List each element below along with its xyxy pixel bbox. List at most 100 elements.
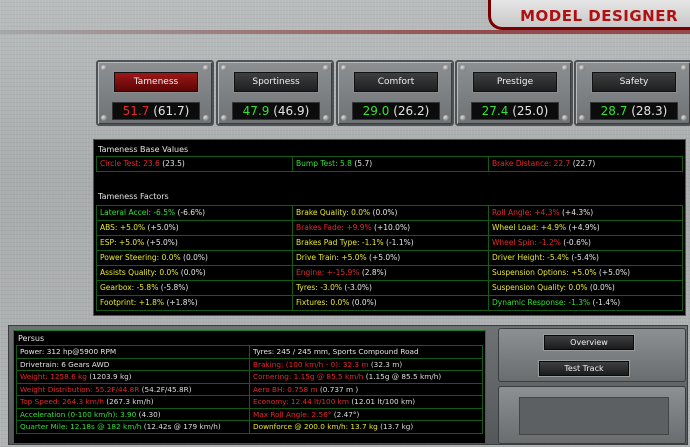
- factor-cell: Lateral Accel: -6.5% (-6.6%): [96, 205, 293, 221]
- table-row: Weight Distribution: 55.2F/44.8R (54.2F/…: [16, 382, 483, 396]
- base-value-cell: Circle Test: 23.6 (23.5): [96, 156, 293, 172]
- car-stat-cell: Quarter Mile: 12.18s @ 182 km/h (12.42s …: [16, 420, 250, 434]
- factor-cell-label: Tyres: -3.0%: [296, 283, 342, 292]
- factor-cell-previous: (+4.9%): [568, 223, 600, 232]
- table-row: Power: 312 hp@5900 RPM Tyres: 245 / 245 m…: [16, 345, 483, 359]
- score-current-value: 29.0: [362, 104, 390, 118]
- car-stat-cell-previous: (54.2F/45.8R): [141, 384, 192, 394]
- screw-icon: [681, 65, 687, 71]
- car-stat-cell: Weight Distribution: 55.2F/44.8R (54.2F/…: [16, 382, 250, 396]
- factor-cell-label: Brakes Pad Type: -1.1%: [296, 238, 384, 247]
- car-stat-cell-label: Weight: 1258.6 kg: [20, 372, 87, 381]
- car-stat-cell-label: Power: 312 hp@5900 RPM: [20, 347, 117, 356]
- score-value-tameness: 51.7 (61.7): [112, 102, 200, 120]
- factor-cell-label: Roll Angle: +4.3%: [492, 208, 560, 217]
- screw-icon: [101, 65, 107, 71]
- screw-icon: [443, 115, 449, 121]
- factor-cell: Driver Height: -5.4% (-5.4%): [488, 250, 683, 266]
- factor-cell-label: Drive Train: +5.0%: [296, 253, 367, 262]
- screw-icon: [579, 65, 585, 71]
- score-tab-comfort[interactable]: Comfort: [354, 72, 438, 92]
- screw-icon: [101, 115, 107, 121]
- factor-cell: ABS: +5.0% (+5.0%): [96, 220, 293, 236]
- empty-panel: [498, 386, 686, 444]
- car-stat-cell-label: Economy: 12.44 lt/100 km: [253, 397, 349, 406]
- car-stat-cell: Tyres: 245 / 245 mm, Sports Compound Roa…: [249, 345, 483, 359]
- score-tab-safety[interactable]: Safety: [592, 72, 676, 92]
- car-stat-cell-previous: (13.7 kg): [380, 422, 414, 431]
- base-value-cell-label: Circle Test: 23.6: [100, 159, 160, 168]
- score-tab-prestige[interactable]: Prestige: [473, 72, 557, 92]
- car-stat-cell-previous: (12.42s @ 179 km/h): [143, 422, 221, 431]
- factor-cell: Brakes Fade: +9.9% (+10.0%): [292, 220, 489, 236]
- table-row: Lateral Accel: -6.5% (-6.6%) Brake Qualit…: [96, 205, 683, 221]
- car-stat-cell-label: Cornering: 1.15g @ 85.5 km/h: [253, 372, 364, 381]
- car-stat-cell: Power: 312 hp@5900 RPM: [16, 345, 250, 359]
- screw-icon: [443, 65, 449, 71]
- score-current-value: 28.7: [600, 104, 628, 118]
- screw-icon: [562, 65, 568, 71]
- factor-cell: Wheel Load: +4.9% (+4.9%): [488, 220, 683, 236]
- score-panel-safety: Safety 28.7 (28.3): [574, 60, 690, 126]
- factor-cell: Gearbox: -5.8% (-5.8%): [96, 280, 293, 296]
- car-stat-cell-previous: (0.737 m ): [319, 384, 359, 394]
- factor-cell: Dynamic Response: -1.3% (-1.4%): [488, 295, 683, 311]
- base-value-cell-previous: (23.5): [162, 159, 185, 168]
- screw-icon: [203, 115, 209, 121]
- factor-cell-previous: (-5.8%): [160, 283, 189, 292]
- factor-cell-previous: (-0.6%): [563, 238, 591, 247]
- factor-cell-previous: (-1.4%): [592, 298, 621, 307]
- table-row: Circle Test: 23.6 (23.5) Bump Test: 5.8 (…: [96, 156, 683, 172]
- car-stat-cell: Weight: 1258.6 kg (1203.9 kg): [16, 370, 250, 384]
- factor-cell-label: Dynamic Response: -1.3%: [492, 298, 591, 307]
- factor-cell: Footprint: +1.8% (+1.8%): [96, 295, 293, 311]
- screw-icon: [341, 65, 347, 71]
- factor-cell-previous: (+5.0%): [369, 253, 401, 262]
- table-row: Drivetrain: 6 Gears AWD Braking: (100 km/…: [16, 357, 483, 371]
- car-stat-cell-previous: (267.3 km/h): [106, 397, 154, 406]
- car-stat-cell: Downforce @ 200.0 km/h: 13.7 kg (13.7 kg…: [249, 420, 483, 434]
- score-value-sportiness: 47.9 (46.9): [232, 102, 320, 120]
- car-stat-cell: Aero BH: 0.758 m (0.737 m ): [249, 382, 483, 396]
- car-stat-cell-previous: (2.47°): [333, 409, 360, 419]
- car-stat-cell-label: Drivetrain: 6 Gears AWD: [20, 359, 110, 369]
- car-stat-cell-previous: (1.15g @ 85.5 km/h): [365, 372, 442, 381]
- factor-cell-previous: (0.0%): [351, 298, 377, 307]
- factor-cell: Assists Quality: 0.0% (0.0%): [96, 265, 293, 281]
- factor-cell-label: Assists Quality: 0.0%: [100, 268, 179, 277]
- car-stat-cell: Braking: (100 km/h - 0): 32.3 m (32.3 m): [249, 357, 483, 371]
- factor-cell: Engine: +-15.9% (2.8%): [292, 265, 489, 281]
- factor-cell-label: Brake Quality: 0.0%: [296, 208, 371, 217]
- test-track-button[interactable]: Test Track: [539, 361, 629, 376]
- score-value-prestige: 27.4 (25.0): [471, 102, 559, 120]
- screw-icon: [323, 115, 329, 121]
- factor-cell-label: Driver Height: -5.4%: [492, 253, 569, 262]
- car-stat-cell: Drivetrain: 6 Gears AWD: [16, 357, 250, 371]
- score-current-value: 27.4: [481, 104, 509, 118]
- base-value-cell: Bump Test: 5.8 (5.7): [292, 156, 489, 172]
- car-stat-cell-label: Max Roll Angle: 2.56°: [253, 409, 332, 419]
- factor-cell: Fixtures: 0.0% (0.0%): [292, 295, 489, 311]
- car-stat-cell: Top Speed: 264.3 km/h (267.3 km/h): [16, 395, 250, 409]
- factor-cell-previous: (+4.3%): [562, 208, 594, 217]
- factor-cell-label: ESP: +5.0%: [100, 238, 145, 247]
- car-stat-cell-previous: (12.01 lt/100 km): [351, 397, 416, 406]
- factors-grid: Lateral Accel: -6.5% (-6.6%) Brake Qualit…: [96, 205, 683, 311]
- screw-icon: [221, 65, 227, 71]
- factor-cell-previous: (0.0%): [180, 268, 206, 277]
- car-stats-grid: Power: 312 hp@5900 RPM Tyres: 245 / 245 m…: [16, 345, 483, 434]
- score-tab-tameness[interactable]: Tameness: [114, 72, 198, 92]
- factor-cell: Power Steering: 0.0% (0.0%): [96, 250, 293, 266]
- factor-cell-previous: (+10.0%): [374, 223, 411, 232]
- score-tab-sportiness[interactable]: Sportiness: [234, 72, 318, 92]
- factor-cell-label: Engine: +-15.9%: [296, 268, 360, 277]
- empty-inset: [519, 397, 669, 435]
- factor-cell: Roll Angle: +4.3% (+4.3%): [488, 205, 683, 221]
- score-panel-sportiness: Sportiness 47.9 (46.9): [216, 60, 334, 126]
- factor-cell: ESP: +5.0% (+5.0%): [96, 235, 293, 251]
- factor-cell-label: Wheel Load: +4.9%: [492, 223, 567, 232]
- overview-button[interactable]: Overview: [544, 335, 634, 350]
- table-row: Weight: 1258.6 kg (1203.9 kg) Cornering: …: [16, 370, 483, 384]
- factor-cell-previous: (+5.0%): [146, 238, 178, 247]
- score-value-safety: 28.7 (28.3): [590, 102, 678, 120]
